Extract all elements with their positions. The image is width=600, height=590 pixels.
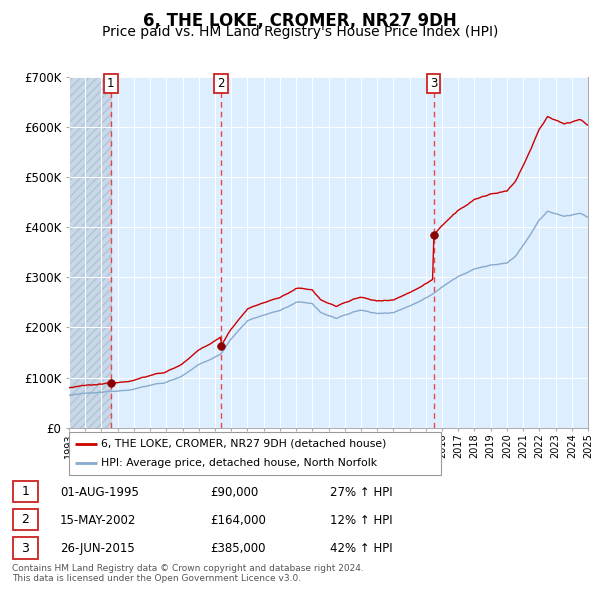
Text: 1: 1 — [107, 77, 115, 90]
Text: 1: 1 — [22, 485, 29, 498]
Text: 3: 3 — [22, 542, 29, 555]
Bar — [69, 77, 111, 428]
Text: 2: 2 — [22, 513, 29, 526]
Text: 3: 3 — [430, 77, 437, 90]
Text: HPI: Average price, detached house, North Norfolk: HPI: Average price, detached house, Nort… — [101, 458, 377, 468]
Text: 15-MAY-2002: 15-MAY-2002 — [60, 514, 136, 527]
Text: 26-JUN-2015: 26-JUN-2015 — [60, 542, 135, 555]
Text: £90,000: £90,000 — [210, 486, 258, 499]
Text: Contains HM Land Registry data © Crown copyright and database right 2024.
This d: Contains HM Land Registry data © Crown c… — [12, 563, 364, 583]
Text: 27% ↑ HPI: 27% ↑ HPI — [330, 486, 392, 499]
Text: £164,000: £164,000 — [210, 514, 266, 527]
Text: £385,000: £385,000 — [210, 542, 265, 555]
Text: 2: 2 — [217, 77, 225, 90]
Text: Price paid vs. HM Land Registry's House Price Index (HPI): Price paid vs. HM Land Registry's House … — [102, 25, 498, 40]
Text: 01-AUG-1995: 01-AUG-1995 — [60, 486, 139, 499]
Text: 12% ↑ HPI: 12% ↑ HPI — [330, 514, 392, 527]
Text: 6, THE LOKE, CROMER, NR27 9DH (detached house): 6, THE LOKE, CROMER, NR27 9DH (detached … — [101, 439, 386, 449]
Text: 42% ↑ HPI: 42% ↑ HPI — [330, 542, 392, 555]
Bar — [69, 77, 111, 428]
Text: 6, THE LOKE, CROMER, NR27 9DH: 6, THE LOKE, CROMER, NR27 9DH — [143, 12, 457, 30]
